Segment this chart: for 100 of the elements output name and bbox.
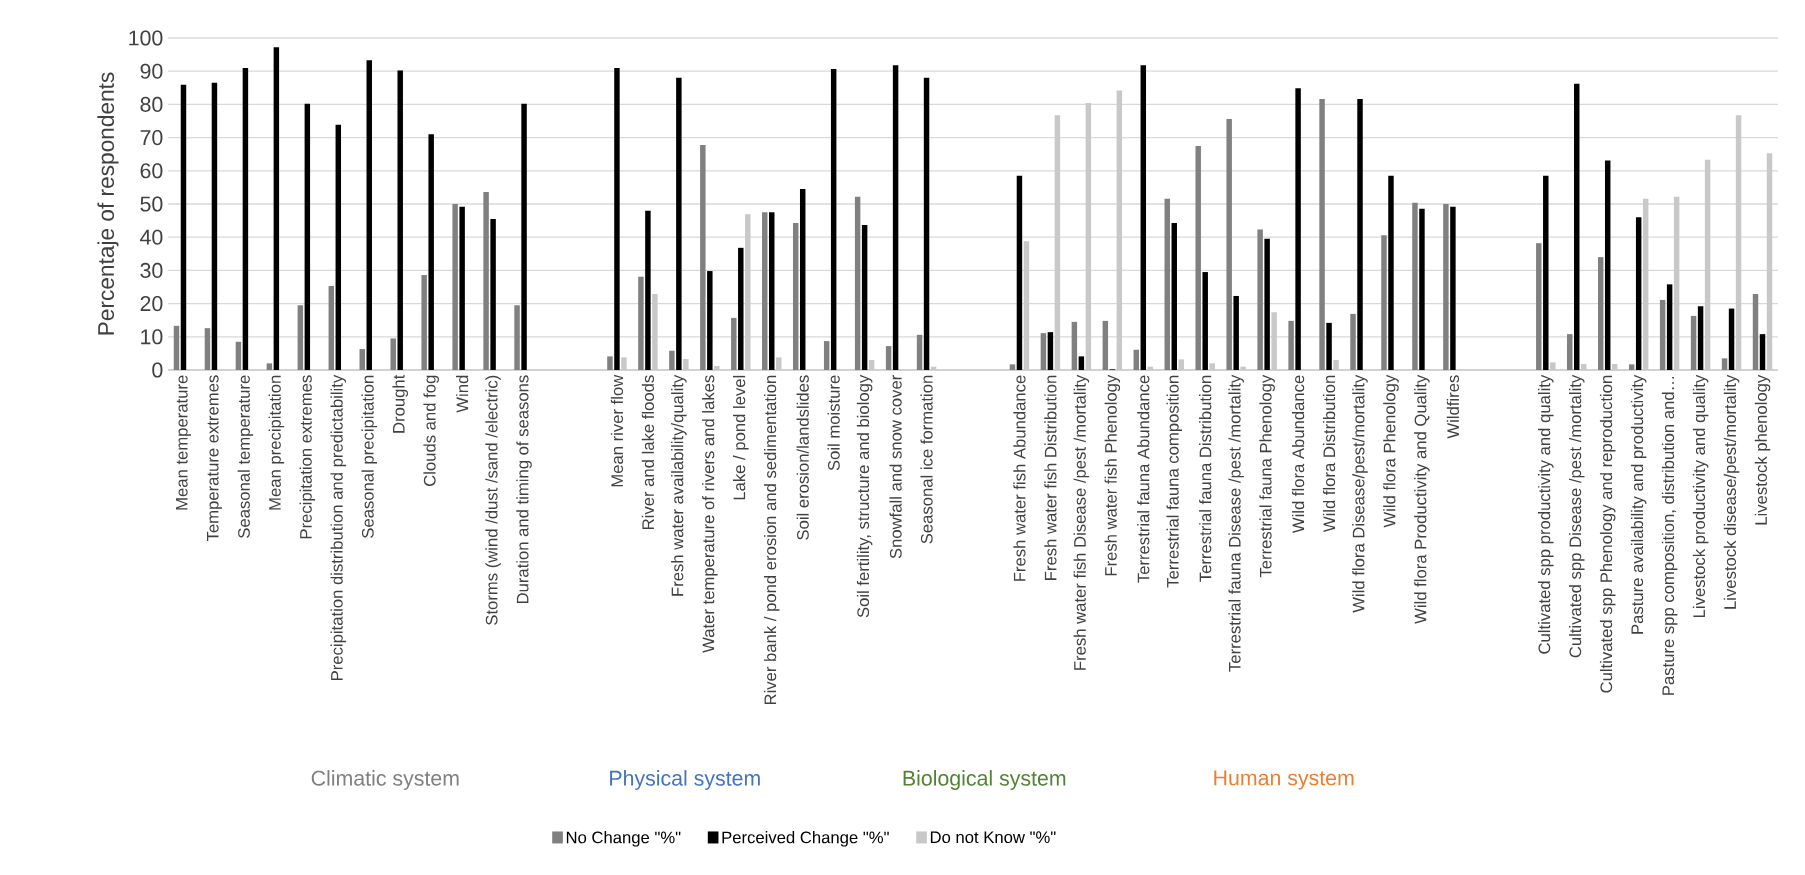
bar <box>490 218 496 370</box>
bar <box>304 103 311 370</box>
bar <box>421 275 427 370</box>
x-tick-label: Duration and timing of seasons <box>516 375 532 604</box>
x-tick-label: Clouds and fog <box>423 375 439 486</box>
bar <box>1690 315 1697 370</box>
bar <box>892 65 899 370</box>
bar <box>211 82 218 370</box>
bar <box>1288 320 1294 370</box>
bar <box>614 67 620 370</box>
bar <box>1628 364 1635 370</box>
bar <box>1381 235 1387 370</box>
x-tick-label: Storms (wind /dust /sand /electric) <box>485 375 501 625</box>
x-tick-label: Fresh water fish Distribution <box>1044 375 1057 580</box>
bar <box>242 67 249 370</box>
y-tick-label: 60 <box>140 163 163 179</box>
bar <box>1635 217 1642 370</box>
bar <box>397 70 403 370</box>
x-tick-label: Livestock disease/pest/mortality <box>1723 374 1740 609</box>
x-tick-label: Cultivated spp Phenology and reproduction <box>1599 375 1616 693</box>
bar <box>452 204 458 370</box>
y-tick-label: 70 <box>140 130 163 146</box>
bar <box>731 317 737 370</box>
x-tick-label: Fresh water fish Disease /pest /mortality <box>1073 374 1090 670</box>
x-tick-label: Terrestrial fauna Distribution <box>1199 375 1212 582</box>
bar <box>769 212 775 370</box>
bar <box>335 124 342 370</box>
bar <box>1133 349 1140 370</box>
bar <box>1697 306 1704 370</box>
x-tick-label: Wild flora Phenology <box>1383 374 1399 528</box>
bar <box>1443 204 1449 370</box>
x-tick-label: Temperature extremes <box>206 375 222 542</box>
bar <box>830 68 837 370</box>
x-tick-label: Drought <box>392 374 408 433</box>
x-tick-label: Mean precipitation <box>268 375 285 510</box>
bar <box>1195 145 1201 370</box>
bar <box>1752 293 1759 370</box>
x-tick-label: Soil fertility, structure and biology <box>856 374 873 618</box>
bar <box>1659 299 1666 370</box>
bar <box>204 328 211 370</box>
bar <box>1071 321 1078 370</box>
y-tick-label: 30 <box>140 262 163 278</box>
bar <box>1264 238 1270 370</box>
x-tick-label: Wild flora Productivity and Quality <box>1414 374 1430 624</box>
bar <box>1388 175 1394 370</box>
bar <box>1543 175 1549 370</box>
bar <box>483 192 489 370</box>
bar <box>823 341 830 370</box>
x-tick-label: Wild flora Abundance <box>1291 375 1305 534</box>
x-tick-label: Soil erosion/landslides <box>796 375 809 540</box>
x-tick-label: Cultivated spp productivity and quality <box>1538 374 1554 654</box>
bar <box>1666 284 1673 370</box>
x-tick-label: Pasture availability and productivity <box>1630 374 1647 634</box>
x-tick-label: Wildfires <box>1446 375 1460 439</box>
bar <box>1567 334 1573 370</box>
y-axis-title: Percentaje of respondents <box>97 72 119 335</box>
bar <box>1326 322 1332 370</box>
bar <box>1536 243 1542 370</box>
bar <box>1604 160 1611 370</box>
x-tick-label: Lake / pond level <box>733 375 749 500</box>
x-tick-label: Terrestrial fauna Phenology <box>1259 374 1275 578</box>
bar <box>676 77 682 370</box>
bar <box>916 334 923 370</box>
text: Human system <box>1214 770 1354 790</box>
x-tick-label: Seasonal ice formation <box>920 375 933 544</box>
x-tick-label: Cultivated spp Disease /pest /mortality <box>1568 374 1585 658</box>
x-tick-label: Snowfall and snow cover <box>889 375 902 559</box>
x-tick-label: Terrestrial fauna composition <box>1166 375 1183 588</box>
bar <box>854 196 861 370</box>
bar <box>273 47 280 370</box>
text: Climatic system <box>311 770 459 790</box>
x-tick-label: River bank / pond erosion and sedimentation <box>763 375 780 705</box>
y-tick-label: 0 <box>152 362 163 378</box>
bar <box>1350 313 1356 370</box>
x-tick-label: Livestock productivity and quality <box>1692 374 1709 617</box>
bar <box>885 346 892 370</box>
bar <box>1419 208 1425 370</box>
bar <box>861 224 868 370</box>
x-tick-label: Pasture spp composition, distribution and… <box>1661 377 1678 695</box>
bar <box>1009 364 1016 370</box>
bar <box>1102 320 1109 370</box>
legend-label: No Change "%" <box>566 831 681 847</box>
bar <box>1078 356 1085 370</box>
bar <box>799 189 806 370</box>
y-tick-label: 40 <box>140 229 163 245</box>
x-tick-label: Mean temperature <box>176 375 191 510</box>
y-tick-label: 10 <box>141 329 163 345</box>
bar <box>1597 257 1604 370</box>
bar <box>459 206 465 370</box>
bar <box>366 60 372 370</box>
bar <box>297 305 304 370</box>
x-tick-label: Fresh water fish Phenology <box>1104 374 1121 576</box>
y-tick-label: 50 <box>140 196 163 212</box>
x-tick-label: Seasonal temperature <box>237 375 254 538</box>
x-tick-label: Terrestrial fauna Abundance <box>1137 375 1150 583</box>
bar <box>1257 229 1263 370</box>
bar <box>390 338 396 370</box>
x-tick-label: Precipitation extremes <box>299 375 316 539</box>
bar <box>1319 99 1325 370</box>
x-tick-label: Fresh water availability/quality <box>671 374 687 596</box>
